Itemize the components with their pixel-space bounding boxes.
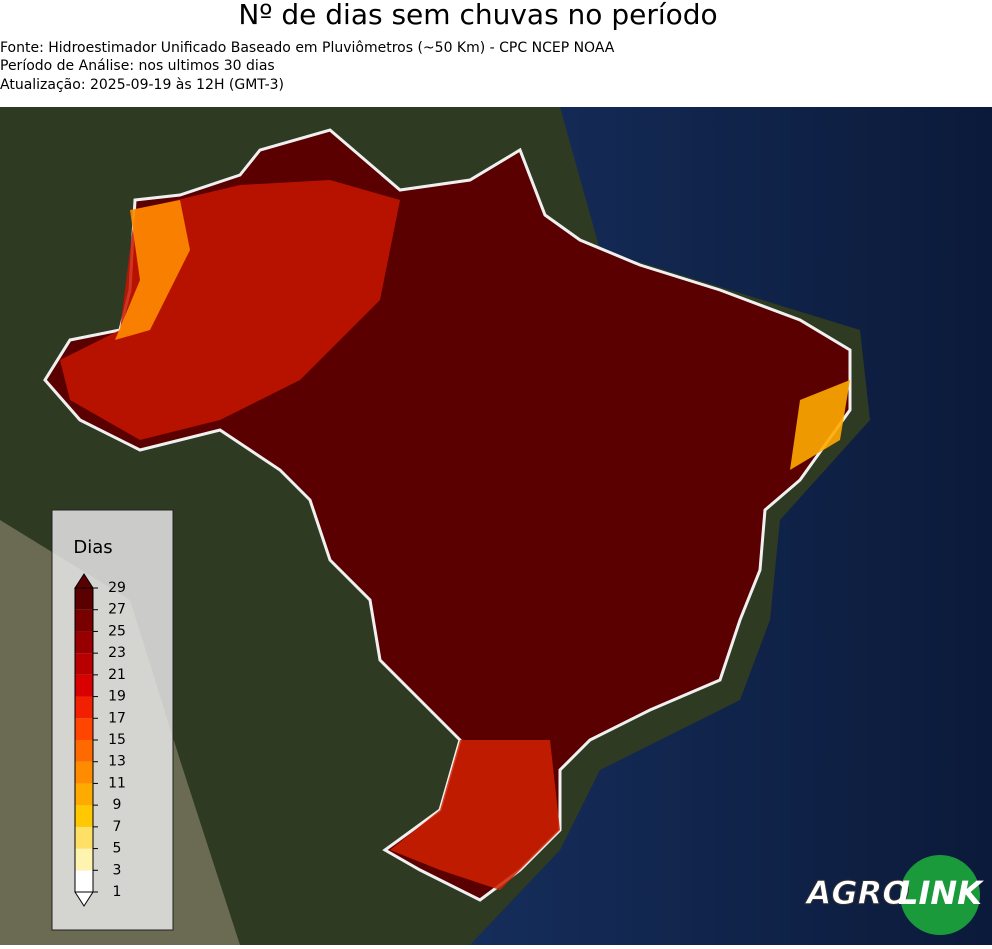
colorbar-segment	[75, 674, 93, 697]
colorbar-segment	[75, 761, 93, 784]
colorbar-segment	[75, 826, 93, 849]
tick-label: 9	[113, 797, 122, 813]
tick-label: 5	[113, 841, 122, 857]
colorbar-segment	[75, 696, 93, 719]
tick-label: 17	[108, 710, 126, 726]
period: Período de Análise: nos ultimos 30 dias	[0, 58, 275, 74]
colorbar-segment	[75, 783, 93, 806]
colorbar-segment	[75, 718, 93, 740]
colorbar-segment	[75, 588, 93, 610]
updated: Atualização: 2025-09-19 às 12H (GMT-3)	[0, 77, 284, 93]
tick-label: 11	[108, 775, 126, 791]
legend-box	[51, 509, 174, 931]
logo: AGRO LINK	[803, 855, 984, 935]
logo-left: AGRO	[804, 874, 910, 912]
tick-label: 7	[113, 819, 122, 835]
logo-circle	[900, 855, 980, 935]
dry-zone	[790, 380, 850, 470]
colorbar-segment	[75, 653, 93, 675]
tick-label: 29	[108, 580, 126, 596]
legend-title: Dias	[73, 537, 112, 558]
tick-label: 25	[108, 623, 126, 639]
colorbar-segment	[75, 848, 93, 871]
tick-label: 1	[113, 884, 122, 900]
tick-label: 13	[108, 754, 126, 770]
source: Fonte: Hidroestimador Unificado Baseado …	[0, 40, 615, 56]
tick-label: 27	[108, 602, 126, 618]
tick-label: 3	[113, 862, 122, 878]
tick-label: 21	[108, 667, 126, 683]
tick-label: 19	[108, 689, 126, 705]
colorbar-segment	[75, 805, 93, 827]
dry-zone	[390, 740, 560, 890]
colorbar-segment	[75, 870, 93, 892]
tick-label: 15	[108, 732, 126, 748]
title: Nº de dias sem chuvas no período	[238, 0, 717, 31]
colorbar-segment	[75, 740, 93, 762]
logo-right: LINK	[898, 874, 984, 912]
colorbar-segment	[75, 609, 93, 632]
tick-label: 23	[108, 645, 126, 661]
dry-zone	[115, 200, 190, 340]
colorbar-segment	[75, 631, 93, 654]
